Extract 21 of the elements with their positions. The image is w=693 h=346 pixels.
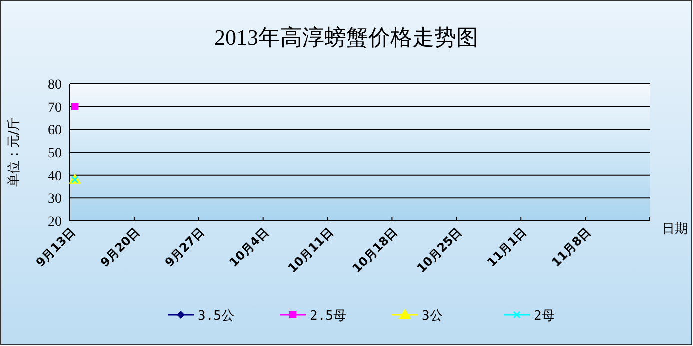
legend-label: 2.5母 — [310, 309, 346, 324]
x-tick-label: 10月18日 — [350, 225, 400, 276]
x-tick-label: 9月27日 — [162, 225, 208, 270]
y-tick-label: 30 — [48, 192, 62, 208]
y-tick-label: 60 — [48, 124, 62, 139]
x-tick-label: 11月1日 — [484, 225, 530, 270]
y-tick-label: 40 — [48, 169, 62, 184]
x-axis-title: 日期 — [662, 222, 688, 237]
legend-label: 3公 — [422, 309, 443, 324]
y-axis-title: 单位：元/斤 — [7, 118, 22, 188]
chart-title: 2013年高淳螃蟹价格走势图 — [214, 25, 478, 50]
legend-label: 3.5公 — [198, 309, 234, 324]
y-tick-label: 80 — [48, 78, 62, 93]
x-tick-label: 10月4日 — [226, 225, 272, 270]
legend-label: 2母 — [534, 309, 555, 324]
x-tick-label: 11月8日 — [549, 225, 594, 270]
y-tick-label: 70 — [48, 100, 62, 116]
x-tick-label: 10月11日 — [285, 225, 336, 276]
x-tick-label: 9月20日 — [98, 225, 143, 270]
y-tick-label: 50 — [48, 146, 62, 162]
x-tick-label: 10月25日 — [414, 225, 465, 276]
